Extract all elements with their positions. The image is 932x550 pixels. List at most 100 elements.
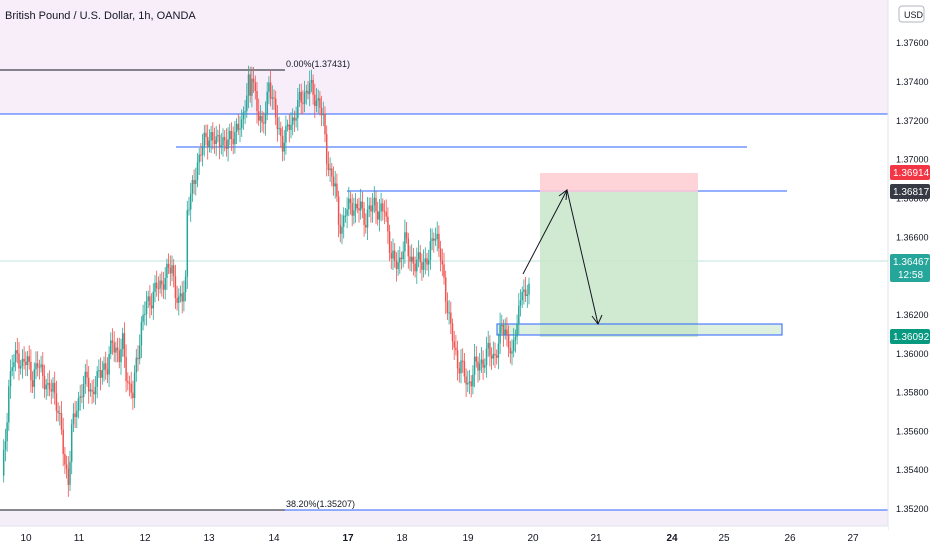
candle-body: [511, 351, 513, 354]
candle-body: [178, 296, 180, 303]
time-axis[interactable]: [0, 526, 888, 550]
stop-price-badge: [890, 165, 930, 180]
candle-body: [465, 376, 467, 385]
candle-body: [458, 368, 461, 374]
candle-body: [198, 154, 200, 163]
candle-body: [518, 305, 520, 324]
candle-body: [453, 341, 455, 348]
candle-body: [152, 291, 155, 309]
candle-body: [519, 300, 522, 306]
candle-body: [101, 370, 104, 378]
candle-body: [451, 323, 454, 342]
take-profit-zone[interactable]: [540, 192, 698, 337]
candle-body: [235, 123, 238, 132]
candle-body: [434, 238, 437, 241]
stop-loss-zone[interactable]: [540, 173, 698, 192]
candle-body: [269, 82, 272, 99]
candle-body: [526, 294, 529, 296]
candle-body: [4, 441, 7, 450]
candle-body: [399, 257, 401, 263]
candle-body: [195, 180, 197, 184]
candle-body: [424, 258, 427, 262]
candle-body: [38, 367, 41, 369]
candle-body: [359, 201, 362, 211]
candle-body: [55, 393, 58, 411]
candle-body: [30, 361, 32, 381]
candle-body: [308, 83, 311, 94]
candle-body: [268, 82, 270, 92]
arrowhead-down-icon: [591, 314, 603, 325]
candle-body: [412, 256, 415, 264]
candle-body: [184, 276, 187, 293]
candle-body: [460, 360, 462, 374]
candle-body: [13, 361, 15, 368]
candle-body: [499, 325, 501, 344]
x-tick-label: 18: [396, 533, 408, 544]
candle-body: [86, 371, 88, 378]
candle-body: [128, 382, 131, 384]
candle-body: [125, 356, 127, 382]
candle-body: [324, 113, 326, 135]
candle-body: [104, 363, 107, 370]
candle-body: [443, 264, 445, 278]
currency-button[interactable]: [898, 5, 925, 23]
candle-body: [380, 203, 382, 212]
candle-body: [23, 358, 25, 362]
candle-body: [179, 293, 182, 297]
target-price-label: 1.36092: [893, 332, 930, 343]
candle-body: [266, 91, 268, 115]
candle-body: [87, 377, 90, 392]
candle-body: [31, 380, 34, 387]
y-tick-label: 1.35800: [896, 388, 929, 398]
candle-body: [516, 323, 518, 337]
candle-body: [171, 265, 173, 274]
candle-body: [331, 168, 333, 177]
candle-body: [295, 118, 297, 121]
current-price-badge: [890, 254, 930, 282]
candle-body: [242, 112, 245, 120]
candle-body: [392, 250, 394, 259]
candle-body: [455, 347, 457, 351]
candle-body: [60, 413, 63, 430]
candle-body: [509, 348, 512, 354]
candle-body: [246, 95, 248, 112]
candle-body: [283, 142, 285, 152]
x-tick-label: 10: [20, 533, 32, 544]
candle-body: [188, 209, 190, 211]
candle-body: [40, 364, 42, 368]
candle-body: [288, 124, 291, 130]
candle-body: [419, 252, 421, 263]
candle-body: [444, 277, 447, 302]
candle-body: [370, 205, 372, 212]
candle-body: [9, 370, 12, 387]
candle-body: [222, 137, 224, 146]
candle-body: [473, 356, 476, 375]
candle-body: [159, 280, 161, 289]
candle-body: [376, 211, 379, 220]
x-tick-label: 13: [203, 533, 215, 544]
x-tick-label: 27: [847, 533, 859, 544]
candle-body: [263, 122, 265, 124]
candle-body: [332, 176, 335, 187]
candle-body: [400, 257, 403, 260]
candle-body: [232, 138, 234, 145]
candle-body: [448, 312, 450, 314]
candle-body: [261, 115, 263, 123]
candle-body: [183, 292, 185, 302]
candle-body: [196, 162, 199, 181]
candle-body: [166, 263, 168, 278]
candlestick-series: [2, 65, 530, 497]
candle-body: [297, 100, 299, 119]
candle-body: [47, 383, 49, 385]
candle-body: [487, 342, 489, 349]
candle-body: [103, 363, 105, 371]
candle-body: [59, 413, 61, 415]
candle-body: [223, 137, 226, 141]
target-box[interactable]: [496, 323, 783, 336]
candle-body: [344, 215, 347, 217]
candle-body: [484, 365, 486, 368]
candle-body: [176, 298, 178, 303]
currency-button-label: USD: [904, 10, 924, 20]
candle-body: [191, 180, 194, 194]
